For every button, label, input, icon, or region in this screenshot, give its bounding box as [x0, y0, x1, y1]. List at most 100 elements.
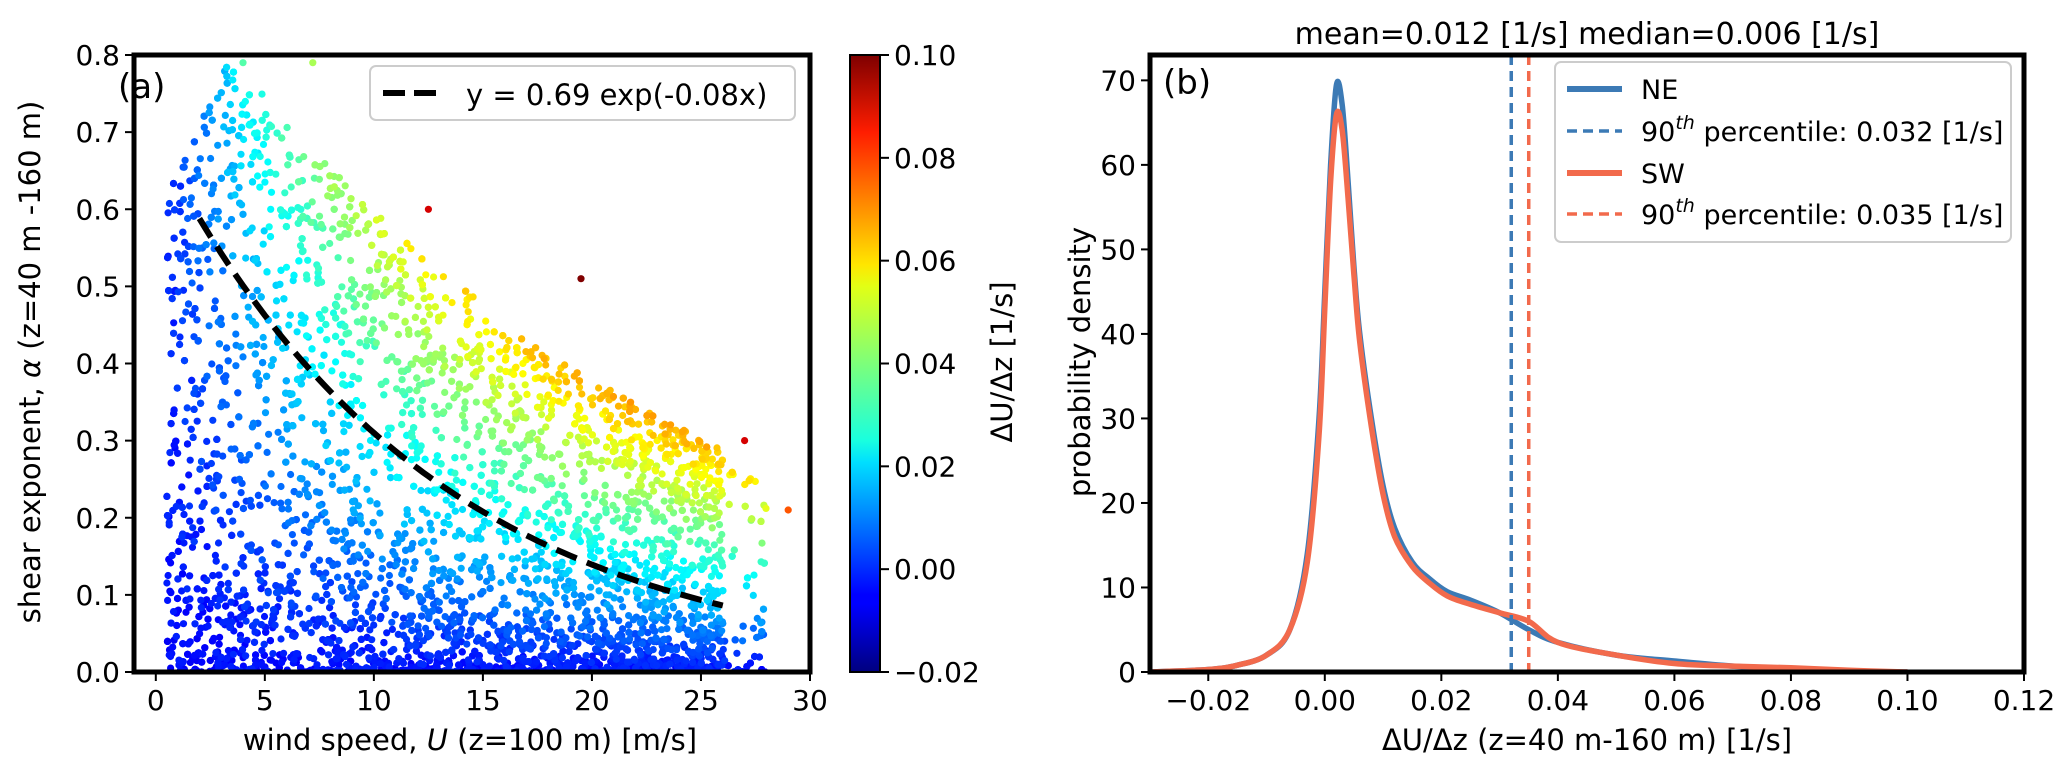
scatter-point: [567, 614, 575, 622]
scatter-point: [352, 477, 360, 485]
scatter-point: [641, 570, 649, 578]
scatter-point: [257, 293, 265, 301]
scatter-point: [400, 631, 408, 640]
scatter-point: [382, 595, 390, 603]
scatter-point: [550, 534, 558, 542]
scatter-point: [293, 375, 302, 383]
scatter-point: [416, 526, 424, 534]
scatter-point: [349, 506, 357, 514]
scatter-point: [284, 505, 292, 513]
scatter-point: [424, 548, 432, 556]
scatter-point: [293, 568, 301, 576]
scatter-point: [267, 470, 275, 478]
scatter-point: [200, 587, 208, 595]
scatter-point: [621, 540, 630, 549]
scatter-point: [448, 587, 456, 596]
scatter-point: [615, 617, 623, 625]
scatter-point: [277, 482, 285, 491]
scatter-point: [278, 658, 286, 667]
scatter-point: [444, 512, 452, 521]
scatter-point: [464, 656, 472, 664]
scatter-point: [504, 501, 512, 509]
scatter-point: [472, 557, 480, 566]
scatter-point: [311, 370, 319, 378]
scatter-point: [211, 551, 219, 560]
scatter-point: [728, 552, 736, 560]
scatter-point: [582, 617, 590, 625]
scatter-point: [211, 297, 219, 305]
scatter-point: [643, 559, 651, 567]
scatter-point: [258, 90, 266, 98]
scatter-point: [634, 586, 642, 595]
scatter-point: [370, 621, 378, 629]
scatter-point: [230, 175, 238, 183]
scatter-point: [294, 398, 302, 406]
scatter-point: [278, 505, 286, 513]
scatter-point: [445, 520, 453, 529]
scatter-point: [164, 571, 172, 580]
scatter-point: [418, 396, 427, 404]
scatter-point: [335, 459, 343, 467]
scatter-point: [415, 593, 424, 601]
scatter-point: [312, 622, 320, 630]
scatter-point: [571, 532, 579, 541]
scatter-point: [258, 556, 266, 564]
scatter-point: [256, 546, 264, 554]
scatter-point: [219, 452, 227, 460]
scatter-point: [282, 223, 290, 231]
scatter-point: [365, 654, 373, 662]
scatter-point: [625, 628, 633, 637]
scatter-point: [232, 330, 240, 338]
scatter-point: [280, 295, 288, 303]
scatter-point: [333, 302, 341, 310]
scatter-point: [207, 459, 215, 468]
scatter-point: [172, 632, 180, 641]
scatter-point: [502, 663, 510, 671]
scatter-point: [263, 268, 271, 276]
scatter-point: [295, 610, 303, 618]
scatter-point: [341, 322, 349, 330]
scatter-point: [290, 655, 298, 664]
scatter-point: [474, 634, 483, 642]
scatter-point: [223, 655, 231, 663]
scatter-point: [189, 433, 197, 441]
scatter-point: [417, 486, 425, 495]
scatter-point: [541, 594, 549, 603]
scatter-point: [558, 654, 566, 662]
scatter-point: [433, 511, 441, 519]
scatter-point: [296, 474, 304, 483]
scatter-point: [178, 483, 186, 491]
scatter-point: [201, 179, 209, 187]
scatter-point: [313, 515, 321, 523]
scatter-point: [432, 426, 440, 434]
scatter-point: [351, 601, 360, 609]
scatter-point: [591, 632, 599, 640]
scatter-point: [227, 611, 235, 619]
scatter-point: [308, 345, 316, 353]
scatter-point: [188, 279, 196, 287]
scatter-point: [246, 341, 255, 349]
scatter-point: [190, 405, 198, 413]
scatter-point: [495, 527, 503, 536]
scatter-point: [682, 657, 690, 665]
scatter-point: [362, 570, 370, 578]
scatter-point: [262, 601, 270, 610]
scatter-point: [302, 332, 311, 340]
scatter-point: [532, 518, 540, 526]
scatter-point: [660, 608, 668, 616]
scatter-point: [284, 498, 292, 506]
scatter-point: [298, 414, 306, 422]
scatter-point: [225, 508, 233, 516]
scatter-point: [342, 448, 350, 456]
scatter-point: [210, 634, 218, 642]
scatter-point: [486, 641, 494, 649]
scatter-point: [274, 541, 282, 549]
scatter-point: [395, 655, 403, 663]
scatter-point: [447, 647, 455, 655]
scatter-point: [527, 625, 536, 634]
scatter-point: [204, 622, 212, 630]
scatter-point: [300, 319, 308, 327]
scatter-point: [271, 621, 279, 629]
scatter-point: [170, 319, 178, 327]
scatter-point: [644, 647, 653, 655]
